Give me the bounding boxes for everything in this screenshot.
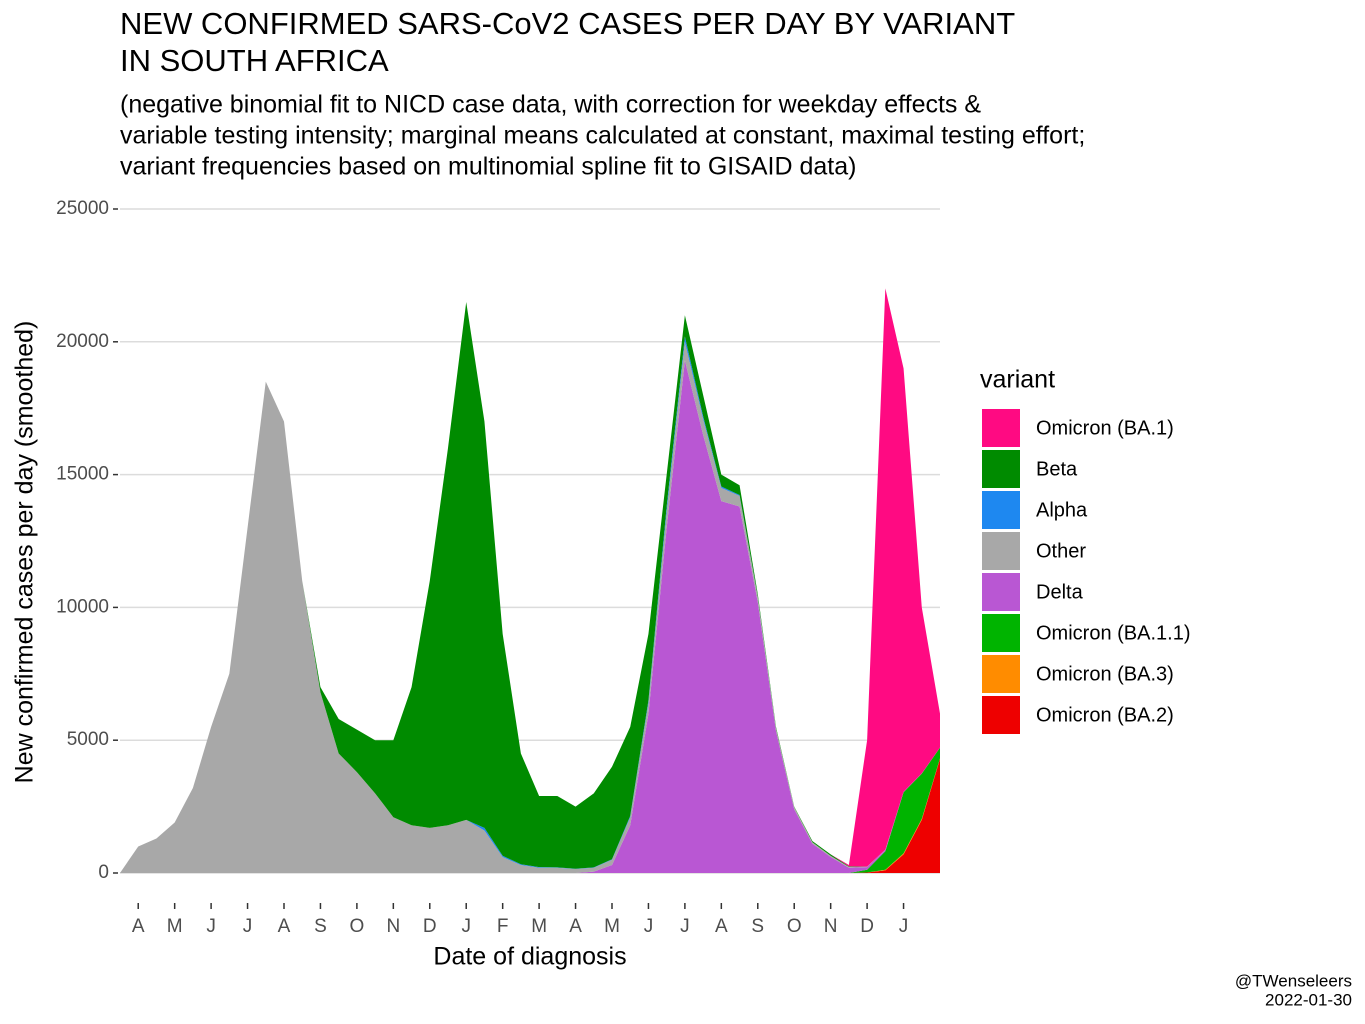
legend-key <box>982 614 1020 652</box>
area <box>120 288 940 873</box>
x-tick-label: F <box>497 916 509 937</box>
legend-label: Other <box>1036 540 1086 562</box>
x-tick-label: N <box>824 916 838 937</box>
legend-label: Omicron (BA.3) <box>1036 663 1174 685</box>
legend-key <box>982 491 1020 529</box>
area <box>120 341 940 873</box>
legend-key <box>982 573 1020 611</box>
x-tick-label: A <box>715 916 728 937</box>
x-tick-label: M <box>531 916 547 937</box>
x-tick-label: O <box>787 916 802 937</box>
x-tick-label: M <box>604 916 620 937</box>
x-tick-label: A <box>132 916 145 937</box>
x-tick-label: J <box>461 916 471 937</box>
chart-subtitle: variable testing intensity; marginal mea… <box>120 122 1085 150</box>
legend-label: Omicron (BA.2) <box>1036 704 1174 726</box>
y-tick-label: 5000 <box>67 729 109 750</box>
legend-key <box>982 655 1020 693</box>
legend-key <box>982 409 1020 447</box>
x-tick-label: O <box>349 916 364 937</box>
x-tick-label: J <box>206 916 216 937</box>
legend-label: Alpha <box>1036 499 1088 521</box>
x-tick-label: N <box>386 916 400 937</box>
chart-subtitle: (negative binomial fit to NICD case data… <box>120 91 981 119</box>
x-tick-label: A <box>569 916 582 937</box>
y-tick-label: 20000 <box>56 331 109 352</box>
y-tick-label: 25000 <box>56 198 109 219</box>
y-axis-title: New confirmed cases per day (smoothed) <box>11 321 39 784</box>
legend-title: variant <box>980 366 1055 394</box>
x-tick-label: D <box>423 916 437 937</box>
y-tick-label: 15000 <box>56 464 109 485</box>
x-tick-label: J <box>243 916 253 937</box>
x-tick-label: S <box>751 916 764 937</box>
caption: 2022-01-30 <box>1265 990 1352 1009</box>
y-tick-label: 10000 <box>56 596 109 617</box>
caption: @TWenseleers <box>1235 971 1352 990</box>
x-tick-label: S <box>314 916 327 937</box>
x-tick-label: D <box>860 916 874 937</box>
legend-label: Omicron (BA.1) <box>1036 417 1174 439</box>
x-tick-label: J <box>644 916 654 937</box>
area <box>120 360 940 873</box>
x-tick-label: J <box>680 916 690 937</box>
legend-key <box>982 696 1020 734</box>
chart-title: IN SOUTH AFRICA <box>120 43 389 78</box>
legend-label: Omicron (BA.1.1) <box>1036 622 1190 644</box>
x-tick-label: M <box>167 916 183 937</box>
legend-label: Beta <box>1036 458 1078 480</box>
x-axis-title: Date of diagnosis <box>433 943 626 971</box>
x-tick-label: J <box>899 916 909 937</box>
x-tick-label: A <box>278 916 291 937</box>
chart-subtitle: variant frequencies based on multinomial… <box>120 153 857 181</box>
legend-label: Delta <box>1036 581 1084 603</box>
legend-key <box>982 532 1020 570</box>
chart-title: NEW CONFIRMED SARS-CoV2 CASES PER DAY BY… <box>120 6 1015 41</box>
y-tick-label: 0 <box>98 862 109 883</box>
legend-key <box>982 450 1020 488</box>
